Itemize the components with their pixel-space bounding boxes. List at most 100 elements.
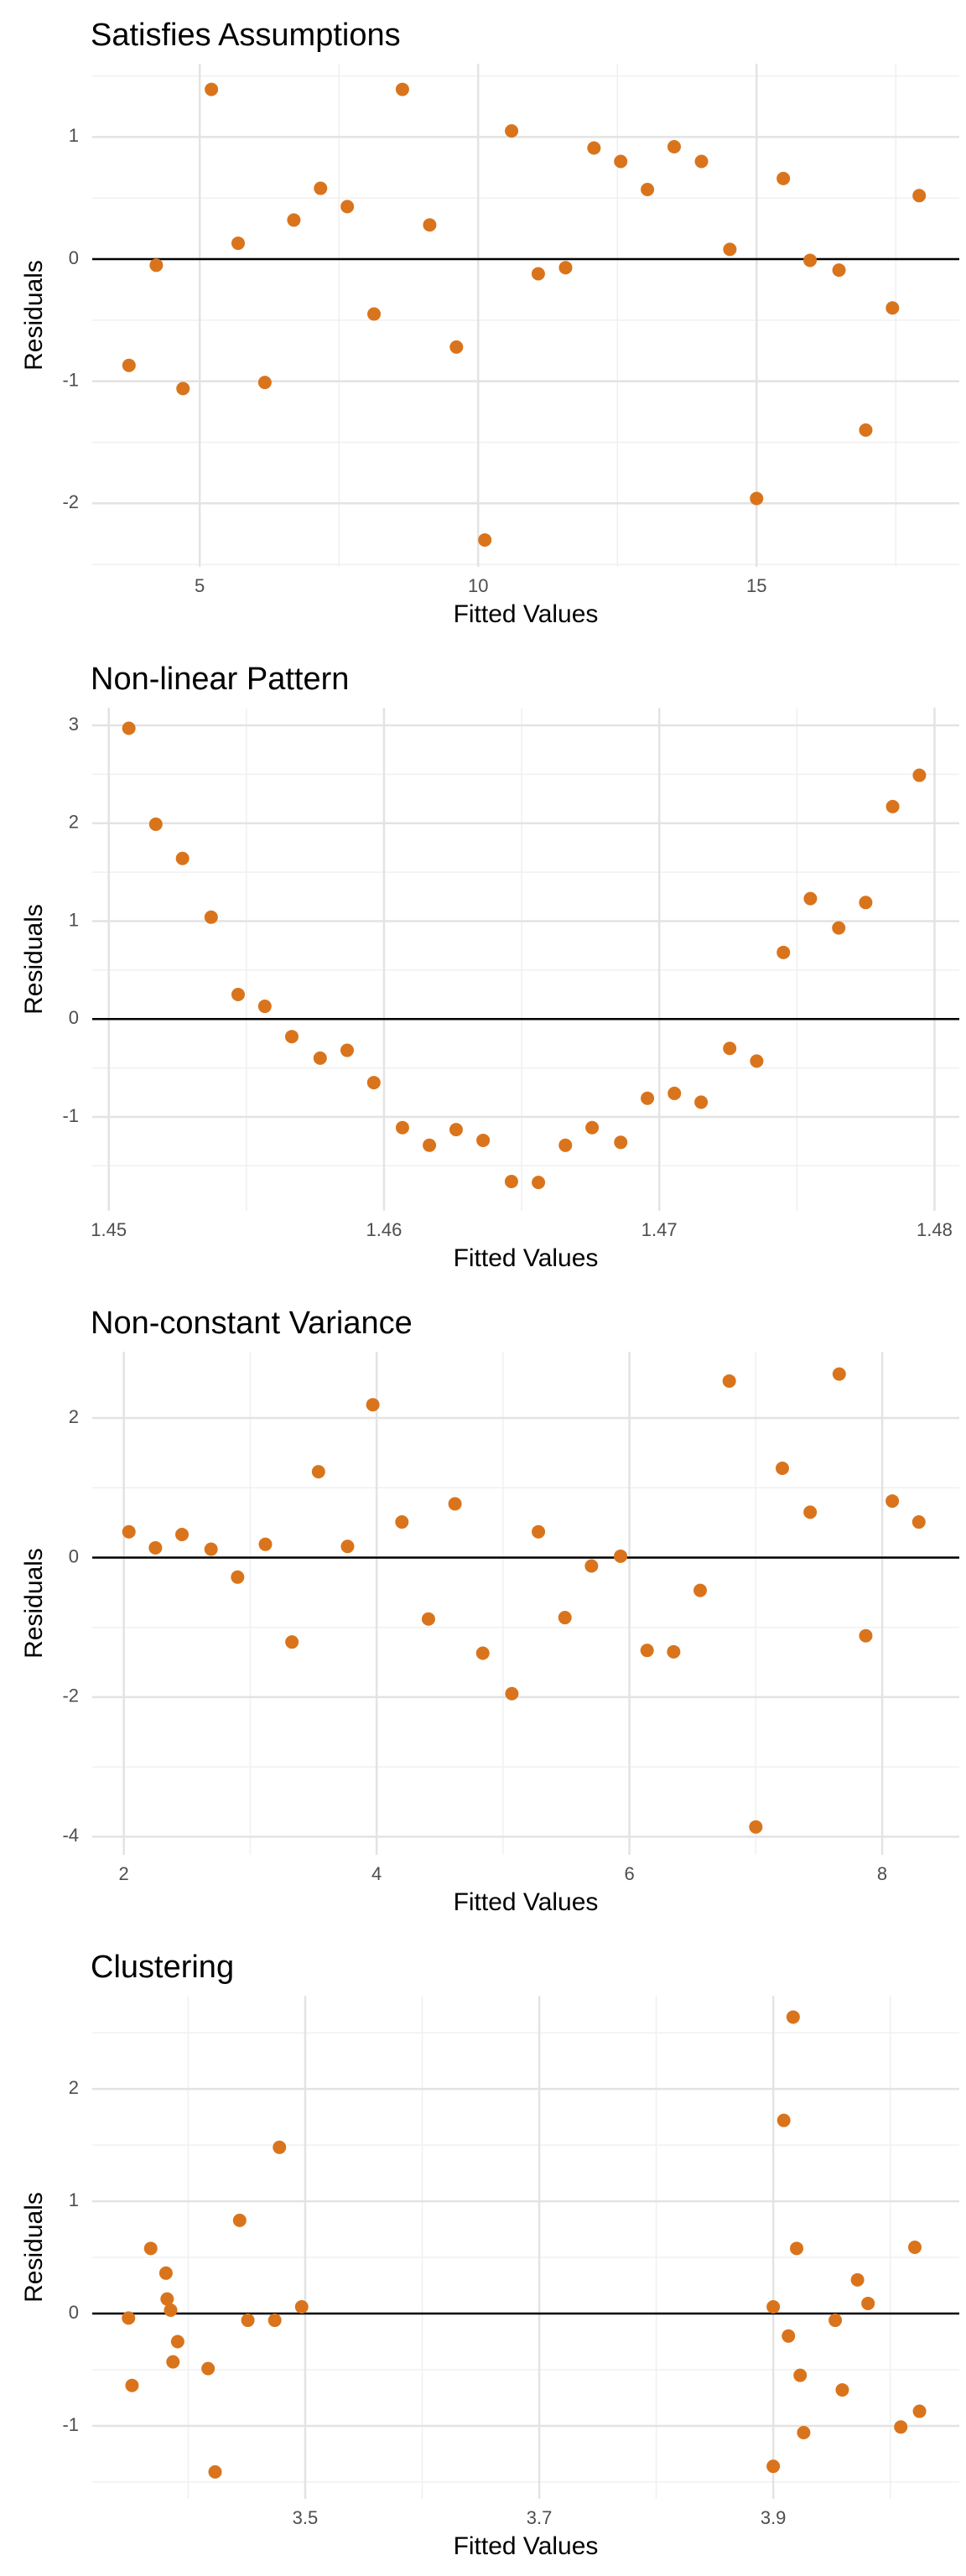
point (803, 253, 818, 267)
point (782, 2329, 796, 2343)
y-tick-label: 1 (69, 125, 79, 146)
point (667, 140, 681, 154)
point (122, 1524, 136, 1539)
x-axis-title: Fitted Values (454, 1888, 599, 1916)
point (585, 1120, 600, 1135)
chart-title: Clustering (91, 1950, 234, 1985)
point (208, 2464, 222, 2479)
point (122, 2311, 136, 2325)
point (532, 1524, 546, 1539)
x-tick-label: 5 (195, 575, 205, 596)
point (722, 1374, 736, 1388)
point (143, 2241, 158, 2256)
y-tick-label: 1 (69, 2189, 79, 2210)
point (421, 1612, 435, 1626)
point (505, 1686, 519, 1701)
point (340, 1043, 354, 1057)
point (257, 1000, 272, 1014)
point (258, 1537, 273, 1551)
point (205, 82, 219, 96)
point (170, 2334, 184, 2349)
point (667, 1644, 681, 1659)
point (176, 382, 190, 396)
point (284, 1030, 299, 1044)
point (395, 1515, 409, 1530)
point (803, 1505, 818, 1519)
chart-title: Non-linear Pattern (91, 662, 349, 697)
point (366, 1398, 380, 1412)
point (832, 1367, 846, 1381)
point (166, 2355, 180, 2369)
point (886, 799, 900, 813)
y-tick-label: 0 (69, 2302, 79, 2323)
panel: 2 4 6 8 -4 -2 0 2 Non-constant Variance Fitted Va… (20, 1306, 959, 1916)
point (667, 1086, 682, 1100)
point (201, 2361, 216, 2376)
point (395, 82, 409, 96)
point (149, 258, 164, 273)
point (367, 307, 382, 321)
y-tick-label: -2 (62, 491, 79, 512)
point (204, 910, 218, 924)
x-tick-label: 1.46 (366, 1219, 402, 1240)
point (148, 1540, 163, 1555)
point (832, 921, 846, 935)
point (558, 1611, 572, 1625)
point (313, 1051, 327, 1065)
y-tick-label: 0 (69, 247, 79, 268)
point (175, 1528, 190, 1542)
point (912, 2404, 927, 2418)
point (786, 2010, 800, 2024)
point (723, 242, 737, 257)
y-tick-label: -1 (62, 1105, 79, 1126)
point (614, 1549, 628, 1563)
point (859, 896, 873, 910)
point (287, 213, 301, 227)
y-axis-title: Residuals (20, 1548, 48, 1659)
point (448, 1497, 462, 1511)
point (340, 200, 355, 214)
point (122, 721, 136, 735)
x-tick-label: 2 (119, 1863, 129, 1884)
x-axis-title: Fitted Values (454, 600, 599, 628)
point (476, 1133, 491, 1147)
y-axis-title: Residuals (20, 904, 48, 1015)
point (859, 1628, 873, 1643)
point (886, 1494, 900, 1509)
point (803, 891, 818, 906)
point (449, 340, 464, 354)
y-axis-title: Residuals (20, 260, 48, 371)
point (835, 2383, 849, 2397)
x-tick-label: 3.5 (293, 2507, 319, 2528)
point (164, 2303, 178, 2317)
y-tick-label: -1 (62, 369, 79, 390)
point (766, 2459, 781, 2474)
point (693, 1583, 708, 1597)
point (750, 491, 764, 506)
chart-title: Non-constant Variance (91, 1306, 413, 1341)
x-axis-title: Fitted Values (454, 1244, 599, 1272)
point (231, 1570, 245, 1584)
point (478, 532, 492, 547)
point (776, 171, 791, 185)
point (285, 1635, 299, 1649)
point (775, 1461, 789, 1475)
point (175, 851, 190, 865)
point (766, 2299, 781, 2314)
x-tick-label: 1.45 (91, 1219, 127, 1240)
point (475, 1646, 490, 1660)
point (366, 1076, 381, 1090)
point (311, 1465, 325, 1479)
point (723, 1041, 737, 1056)
point (558, 1138, 573, 1152)
point (423, 1138, 437, 1152)
point (558, 261, 573, 275)
point (395, 1120, 409, 1135)
point (584, 1559, 599, 1573)
panel: 1.45 1.46 1.47 1.48 -1 0 1 2 3 Non-linear Pattern… (20, 662, 959, 1272)
x-tick-label: 6 (624, 1863, 634, 1884)
y-axis-title: Residuals (20, 2192, 48, 2303)
point (423, 218, 437, 232)
point (859, 423, 873, 437)
